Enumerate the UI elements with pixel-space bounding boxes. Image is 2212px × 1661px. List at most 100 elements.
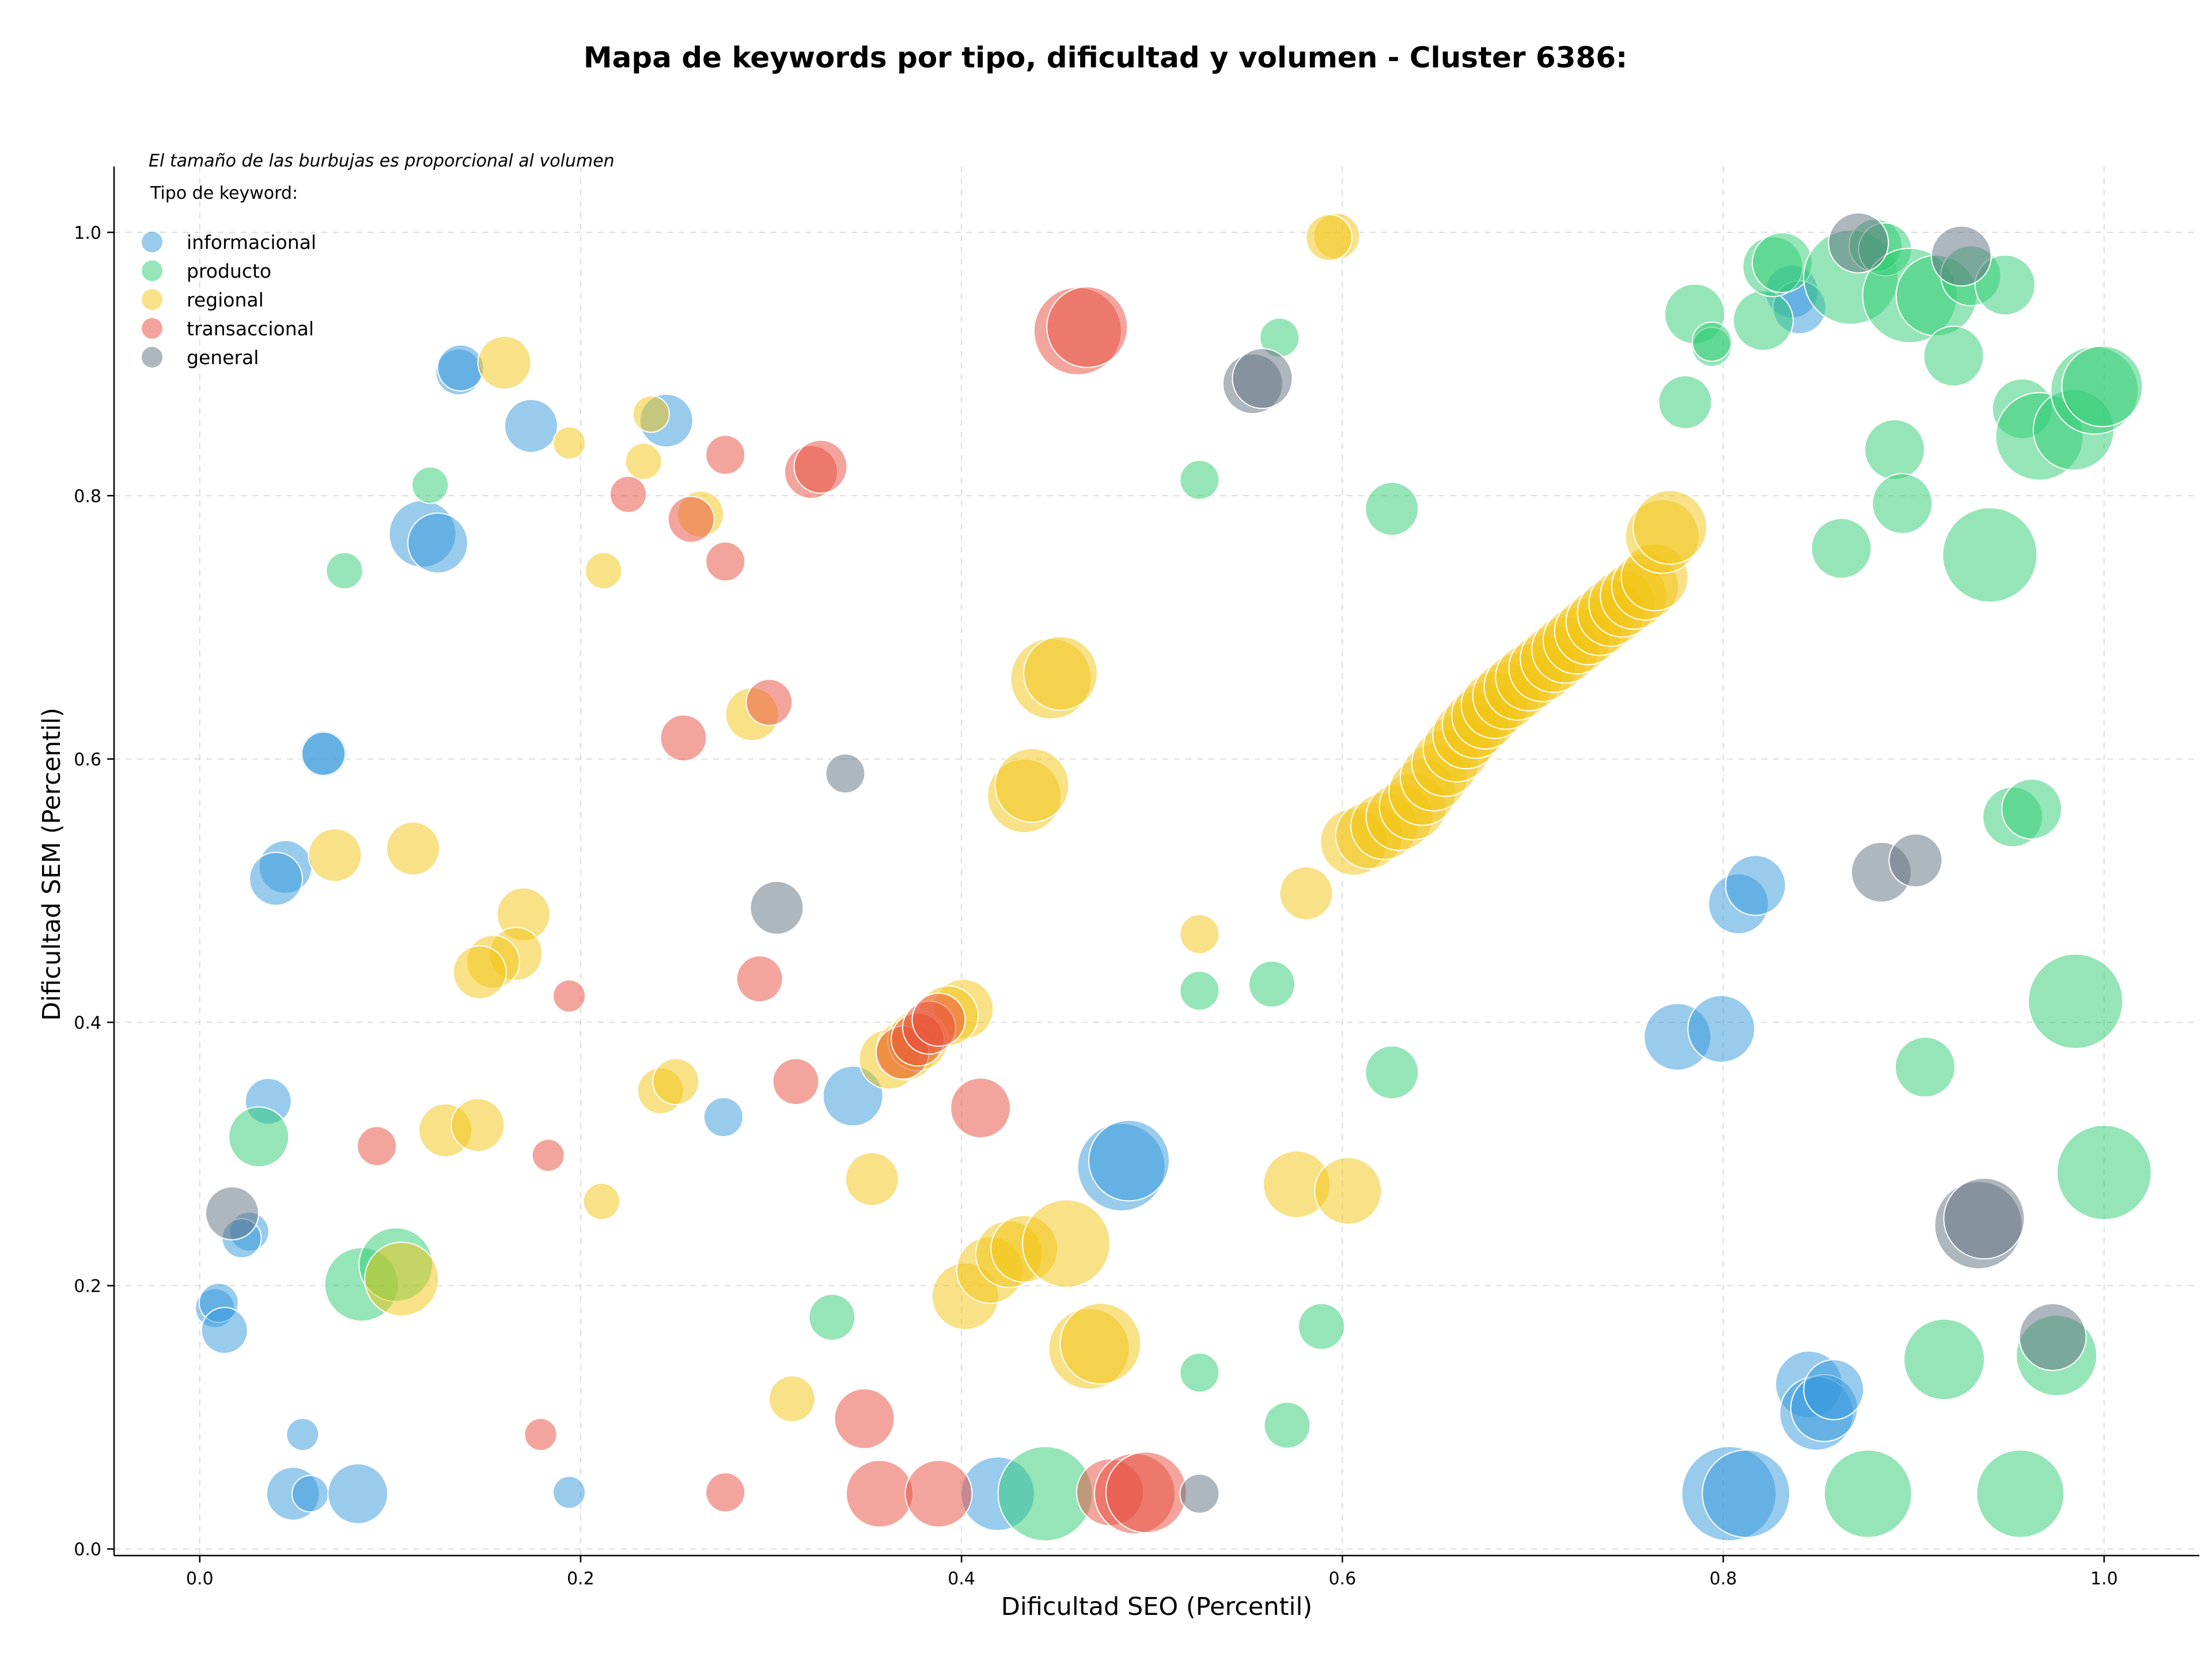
bubble-informacional bbox=[552, 1475, 586, 1509]
bubble-regional bbox=[1059, 1303, 1142, 1385]
bubble-producto bbox=[1732, 290, 1794, 351]
bubble-producto bbox=[1365, 482, 1419, 536]
legend-marker-transaccional bbox=[142, 318, 162, 339]
bubble-regional bbox=[1023, 635, 1099, 711]
bubble-general bbox=[1888, 833, 1943, 888]
bubble-transaccional bbox=[357, 1126, 397, 1167]
bubble-transaccional bbox=[736, 955, 783, 1003]
bubble-regional bbox=[1314, 1156, 1382, 1225]
bubble-transaccional bbox=[609, 475, 647, 513]
bubble-transaccional bbox=[793, 440, 848, 494]
bubble-producto bbox=[1974, 254, 2036, 316]
bubble-informacional bbox=[1803, 1359, 1865, 1421]
bubble-producto bbox=[325, 551, 363, 590]
bubble-general bbox=[1179, 1473, 1220, 1514]
bubble-producto bbox=[1976, 1449, 2065, 1538]
bubble-transaccional bbox=[552, 979, 586, 1013]
x-tick-label: 0.6 bbox=[1328, 1569, 1356, 1589]
bubble-transaccional bbox=[950, 1077, 1012, 1138]
bubble-informacional bbox=[301, 731, 346, 776]
x-tick-label: 0.0 bbox=[186, 1569, 214, 1589]
tick-layer: 0.0 0.2 0.4 0.6 0.8 1.0 0.0 0.2 0.4 0.6 0.8 1.0 bbox=[74, 223, 2118, 1589]
bubble-producto bbox=[1179, 1352, 1220, 1393]
bubble-transaccional bbox=[834, 1388, 895, 1450]
bubble-producto bbox=[1248, 960, 1296, 1008]
y-tick-label: 0.0 bbox=[74, 1540, 101, 1560]
bubble-general bbox=[204, 1186, 259, 1240]
bubble-regional bbox=[994, 748, 1070, 823]
bubble-general bbox=[825, 753, 866, 794]
bubble-regional bbox=[308, 828, 362, 883]
y-tick-label: 0.6 bbox=[74, 750, 101, 770]
bubble-producto bbox=[1297, 1303, 1345, 1350]
bubble-transaccional bbox=[745, 679, 793, 727]
bubble-producto bbox=[1752, 232, 1813, 293]
bubble-producto bbox=[1894, 1036, 1956, 1098]
bubble-regional bbox=[624, 442, 662, 480]
bubble-general bbox=[1828, 212, 1889, 274]
bubble-producto bbox=[1810, 517, 1872, 579]
bubble-producto bbox=[1823, 1449, 1912, 1538]
bubble-producto bbox=[2001, 778, 2063, 840]
bubble-producto bbox=[808, 1293, 856, 1341]
bubble-producto bbox=[1864, 419, 1926, 480]
bubble-informacional bbox=[1088, 1119, 1171, 1202]
bubble-transaccional bbox=[772, 1058, 820, 1106]
chart-title: Mapa de keywords por tipo, dificultad y … bbox=[584, 41, 1627, 74]
axes-layer bbox=[113, 167, 2199, 1557]
bubble-regional bbox=[844, 1152, 899, 1206]
bubble-informacional bbox=[249, 852, 304, 906]
bubble-layer bbox=[195, 212, 2152, 1542]
bubble-informacional bbox=[1687, 994, 1756, 1063]
bubble-producto bbox=[411, 466, 449, 504]
bubble-general bbox=[1930, 225, 1992, 287]
x-tick-label: 0.4 bbox=[948, 1569, 975, 1589]
bubble-transaccional bbox=[911, 992, 966, 1047]
legend-marker-regional bbox=[142, 289, 162, 310]
bubble-transaccional bbox=[660, 714, 707, 762]
legend-label-producto: producto bbox=[187, 260, 271, 282]
bubble-producto bbox=[1903, 1318, 1986, 1401]
bubble-informacional bbox=[291, 1474, 329, 1513]
bubble-informacional bbox=[1725, 854, 1786, 916]
bubble-informacional bbox=[200, 1307, 248, 1354]
legend-label-regional: regional bbox=[187, 289, 264, 311]
bubble-producto bbox=[1691, 321, 1732, 362]
legend-marker-informacional bbox=[142, 232, 162, 252]
bubble-informacional bbox=[703, 1096, 744, 1137]
bubble-transaccional bbox=[705, 434, 746, 475]
bubble-producto bbox=[1365, 1045, 1419, 1100]
bubble-transaccional bbox=[1105, 1451, 1187, 1534]
bubble-regional bbox=[552, 426, 586, 460]
bubble-transaccional bbox=[845, 1459, 914, 1528]
bubble-regional bbox=[652, 1058, 700, 1106]
y-tick-label: 0.2 bbox=[74, 1277, 101, 1297]
legend-label-informacional: informacional bbox=[187, 231, 316, 253]
bubble-regional bbox=[452, 945, 507, 1000]
bubble-regional bbox=[1305, 214, 1353, 262]
bubble-transaccional bbox=[705, 541, 746, 582]
bubble-producto bbox=[1658, 375, 1713, 430]
bubble-producto bbox=[2056, 1124, 2152, 1220]
bubble-transaccional bbox=[1046, 286, 1128, 368]
bubble-producto bbox=[2061, 345, 2143, 427]
bubble-regional bbox=[1279, 866, 1334, 921]
bubble-transaccional bbox=[531, 1138, 565, 1172]
bubble-producto bbox=[228, 1106, 290, 1168]
bubble-informacional bbox=[504, 399, 558, 453]
bubble-producto bbox=[1942, 507, 2038, 603]
y-tick-label: 0.4 bbox=[74, 1013, 101, 1033]
bubble-regional bbox=[632, 395, 670, 433]
bubble-informacional bbox=[286, 1417, 320, 1451]
bubble-informacional bbox=[407, 512, 469, 574]
legend-marker-general bbox=[142, 347, 162, 368]
bubble-regional bbox=[1179, 914, 1220, 955]
bubble-regional bbox=[768, 1375, 816, 1423]
bubble-transaccional bbox=[705, 1472, 746, 1513]
bubble-informacional bbox=[1702, 1449, 1791, 1538]
size-note: El tamaño de las burbujas es proporciona… bbox=[149, 151, 615, 171]
bubble-producto bbox=[1179, 970, 1220, 1011]
bubble-regional bbox=[477, 335, 532, 390]
bubble-regional bbox=[582, 1182, 620, 1220]
